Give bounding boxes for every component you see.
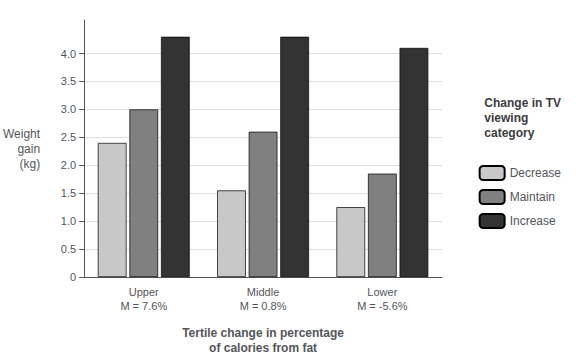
svg-text:category: category bbox=[484, 126, 534, 140]
svg-text:(kg): (kg) bbox=[19, 157, 40, 171]
svg-text:M = -5.6%: M = -5.6% bbox=[357, 300, 408, 312]
svg-text:Upper: Upper bbox=[129, 286, 159, 298]
svg-text:3.5: 3.5 bbox=[61, 75, 76, 87]
svg-text:Middle: Middle bbox=[247, 286, 279, 298]
svg-text:Tertile change in percentage: Tertile change in percentage bbox=[182, 326, 344, 340]
svg-text:Increase: Increase bbox=[510, 214, 556, 228]
svg-text:Weight: Weight bbox=[3, 127, 41, 141]
svg-text:2.0: 2.0 bbox=[61, 159, 76, 171]
svg-text:M = 0.8%: M = 0.8% bbox=[240, 300, 287, 312]
svg-text:3.0: 3.0 bbox=[61, 103, 76, 115]
svg-text:Maintain: Maintain bbox=[510, 190, 555, 204]
svg-text:Lower: Lower bbox=[367, 286, 397, 298]
svg-text:4.0: 4.0 bbox=[61, 48, 76, 60]
svg-text:gain: gain bbox=[17, 142, 40, 156]
svg-text:1.0: 1.0 bbox=[61, 215, 76, 227]
svg-text:2.5: 2.5 bbox=[61, 131, 76, 143]
svg-text:viewing: viewing bbox=[484, 111, 528, 125]
svg-text:of calories from fat: of calories from fat bbox=[209, 341, 317, 355]
svg-text:Change in TV: Change in TV bbox=[484, 96, 561, 110]
svg-text:0: 0 bbox=[70, 271, 76, 283]
svg-text:1.5: 1.5 bbox=[61, 187, 76, 199]
svg-text:0.5: 0.5 bbox=[61, 243, 76, 255]
svg-text:Decrease: Decrease bbox=[510, 166, 562, 180]
svg-text:M = 7.6%: M = 7.6% bbox=[120, 300, 167, 312]
